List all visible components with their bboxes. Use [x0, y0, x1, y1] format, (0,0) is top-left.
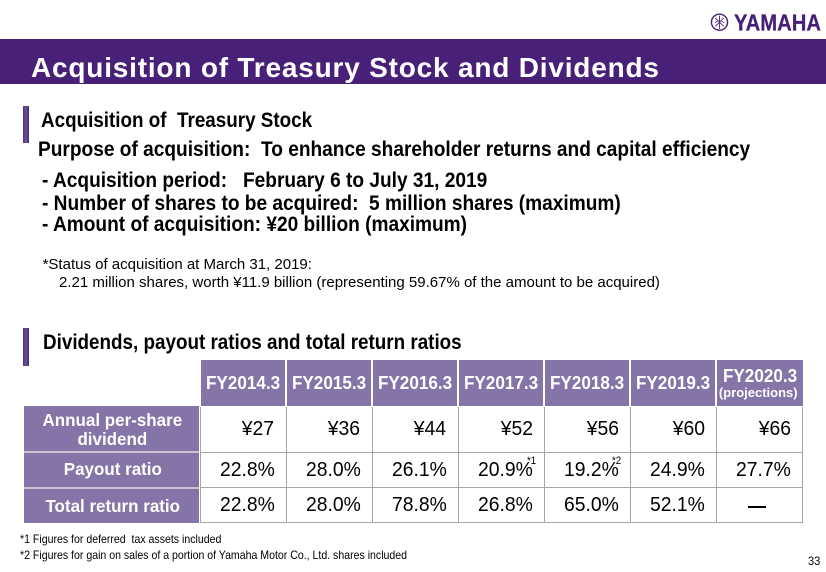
- svg-text:YAMAHA: YAMAHA: [734, 10, 821, 36]
